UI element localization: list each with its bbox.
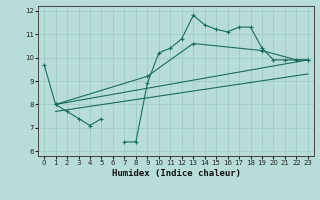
X-axis label: Humidex (Indice chaleur): Humidex (Indice chaleur): [111, 169, 241, 178]
